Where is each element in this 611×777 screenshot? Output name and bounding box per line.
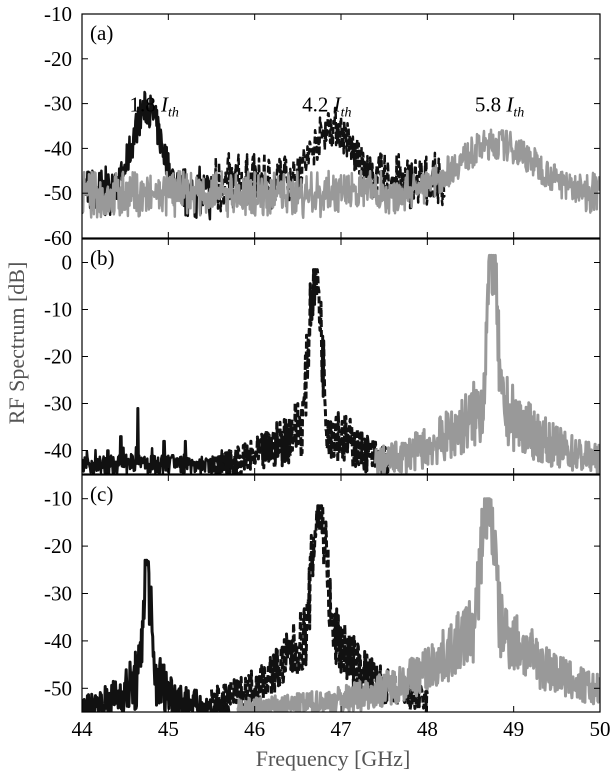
series-2-0 — [82, 558, 231, 712]
panel-0: -10 -20 -30 -40 -50 -60 (a) 1.8 Ith 4.2 Ith 5.8 I… — [44, 2, 601, 250]
y-tick-label-0-4: -50 — [44, 181, 72, 205]
y-tick-label-2-1: -20 — [44, 534, 72, 558]
y-tick-label-2-4: -50 — [44, 676, 72, 700]
y-tick-label-2-3: -40 — [44, 629, 72, 653]
panel-label-2: (c) — [90, 482, 113, 506]
x-tick-label-6: 50 — [590, 717, 611, 741]
y-axis-title: RF Spectrum [dB] — [4, 262, 29, 425]
y-tick-label-1-0: 0 — [62, 251, 73, 275]
y-tick-label-1-4: -40 — [44, 439, 72, 463]
x-tick-label-3: 47 — [331, 717, 352, 741]
x-axis-title: Frequency [GHz] — [256, 746, 411, 771]
panels-group: -10 -20 -30 -40 -50 -60 (a) 1.8 Ith 4.2 Ith 5.8 I… — [44, 2, 601, 713]
y-tick-label-2-0: -10 — [44, 487, 72, 511]
annotation-0: 1.8 Ith — [129, 93, 178, 121]
x-axis: 44 45 46 47 48 49 50 — [72, 14, 611, 741]
panel-2-plot — [82, 497, 600, 712]
panel-1-plot — [82, 253, 600, 474]
y-tick-label-1-3: -30 — [44, 392, 72, 416]
y-tick-label-0-2: -30 — [44, 92, 72, 116]
y-tick-label-1-1: -10 — [44, 298, 72, 322]
x-tick-label-0: 44 — [72, 717, 94, 741]
x-tick-label-4: 48 — [417, 717, 438, 741]
series-1-0 — [82, 406, 239, 474]
panel-2: -10 -20 -30 -40 -50 (c) — [44, 474, 601, 713]
y-tick-label-2-2: -30 — [44, 582, 72, 606]
annotation-1: 4.2 Ith — [302, 93, 351, 121]
y-tick-label-0-1: -20 — [44, 47, 72, 71]
panel-label-0: (a) — [90, 21, 113, 45]
series-0-2 — [82, 128, 600, 219]
panel-label-1: (b) — [90, 246, 115, 270]
series-2-2 — [236, 497, 600, 712]
x-tick-label-2: 46 — [244, 717, 265, 741]
x-tick-label-1: 45 — [158, 717, 179, 741]
y-tick-label-0-5: -60 — [44, 226, 72, 250]
y-tick-label-0-0: -10 — [44, 2, 72, 26]
annotation-2: 5.8 Ith — [475, 93, 524, 121]
series-1-2 — [374, 253, 600, 474]
panel-0-plot — [82, 90, 600, 221]
series-1-1 — [210, 268, 395, 474]
y-tick-label-1-2: -20 — [44, 345, 72, 369]
y-tick-label-0-3: -40 — [44, 136, 72, 160]
panel-1: 0 -10 -20 -30 -40 (b) — [44, 238, 601, 475]
x-tick-label-5: 49 — [503, 717, 524, 741]
